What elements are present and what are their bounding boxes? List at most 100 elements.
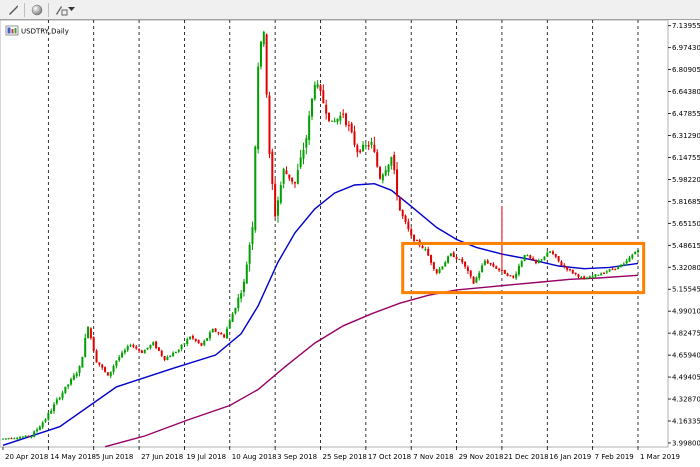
candle-body [129,345,132,347]
candle-body [67,384,70,387]
candle-body [172,352,175,357]
candle-body [359,150,362,153]
candle-body [197,340,200,344]
candle-body [308,115,311,141]
candle-body [393,154,396,171]
candle-body [319,85,322,91]
objects-icon[interactable] [52,1,70,18]
candle-body [498,268,501,271]
candle-body [568,269,571,271]
candle-body [503,269,506,274]
candle-body [299,157,302,168]
candle-body [121,352,124,358]
candle-body [285,170,288,175]
candle-body [444,262,447,267]
y-tick-label: 6.64380 [672,88,700,96]
candle-body [265,34,268,95]
candle-body [583,276,586,279]
candle-body [254,146,257,231]
candle-body [305,138,308,148]
candle-body [223,334,226,338]
candle-body [585,278,588,280]
candle-body [288,174,291,179]
candle-body [262,31,265,45]
candle-body [126,346,129,351]
candle-body [628,257,631,262]
candle-body [115,360,118,367]
candle-body [347,124,350,126]
candle-body [106,372,109,376]
candle-body [89,328,92,339]
candle-body [464,261,467,267]
candle-body [330,120,333,122]
candle-body [36,429,39,432]
candle-body [180,345,183,350]
candle-body [452,252,455,258]
candle-body [458,259,461,261]
candle-body [2,438,4,440]
candle-body [495,266,498,269]
toolbar-separator [24,3,25,17]
candle-body [211,329,214,333]
y-tick-label: 3.99800 [672,439,700,447]
candle-body [177,349,180,352]
y-tick-label: 6.14755 [672,154,700,162]
sphere-icon[interactable] [28,1,46,18]
candle-body [183,343,186,345]
candle-body [577,274,580,278]
candle-body [540,259,543,261]
candle-body [132,344,135,347]
candle-body [551,251,554,255]
dropdown-arrow-icon[interactable] [66,1,76,18]
candle-body [259,41,262,67]
candle-body [251,227,254,245]
candle-body [50,410,53,414]
candle-body [95,350,98,363]
candle-body [112,366,115,372]
candle-body [257,66,260,150]
candle-body [500,269,503,271]
candle-body [64,386,67,394]
candle-body [276,200,279,216]
candle-body [611,268,614,270]
candle-body [486,260,489,264]
candle-body [345,113,348,125]
candle-body [30,436,33,438]
chart-toolbar [0,0,700,20]
candle-body [78,366,81,373]
candle-body [543,256,546,260]
y-tick-label: 4.82475 [672,330,700,338]
candle-body [70,379,73,385]
x-tick-label: 20 Apr 2018 [5,453,48,461]
candle-body [27,435,30,437]
price-chart[interactable]: 7.13955 6.97430 6.80905 6.64380 6.47855 6.312… [0,20,700,467]
candle-body [566,266,569,270]
candle-body [410,229,413,236]
candle-body [208,332,211,339]
chart-title-text: USDTRY,Daily [21,28,69,36]
y-tick-label: 4.16335 [672,417,700,425]
candle-body [191,336,194,339]
x-tick-label: 1 Mar 2019 [640,453,680,461]
candle-body [282,168,285,184]
range-rectangle[interactable] [401,241,646,295]
candle-body [597,274,600,276]
candle-body [118,357,121,361]
candle-body [203,340,206,345]
candle-body [328,112,331,121]
candle-body [605,271,608,273]
toolbar-separator [48,3,49,17]
y-tick-label: 4.49405 [672,374,700,382]
candle-body [186,339,189,344]
candle-body [415,240,418,242]
candle-body [155,341,158,349]
candle-body [441,266,444,270]
chart-window-icon-bar [11,29,14,34]
candle-body [123,350,126,353]
candle-body [302,149,305,159]
candle-body [21,436,24,438]
pen-tool-icon[interactable] [4,1,22,18]
candle-body [75,373,78,377]
candle-body [549,251,552,253]
candle-body [200,343,203,346]
